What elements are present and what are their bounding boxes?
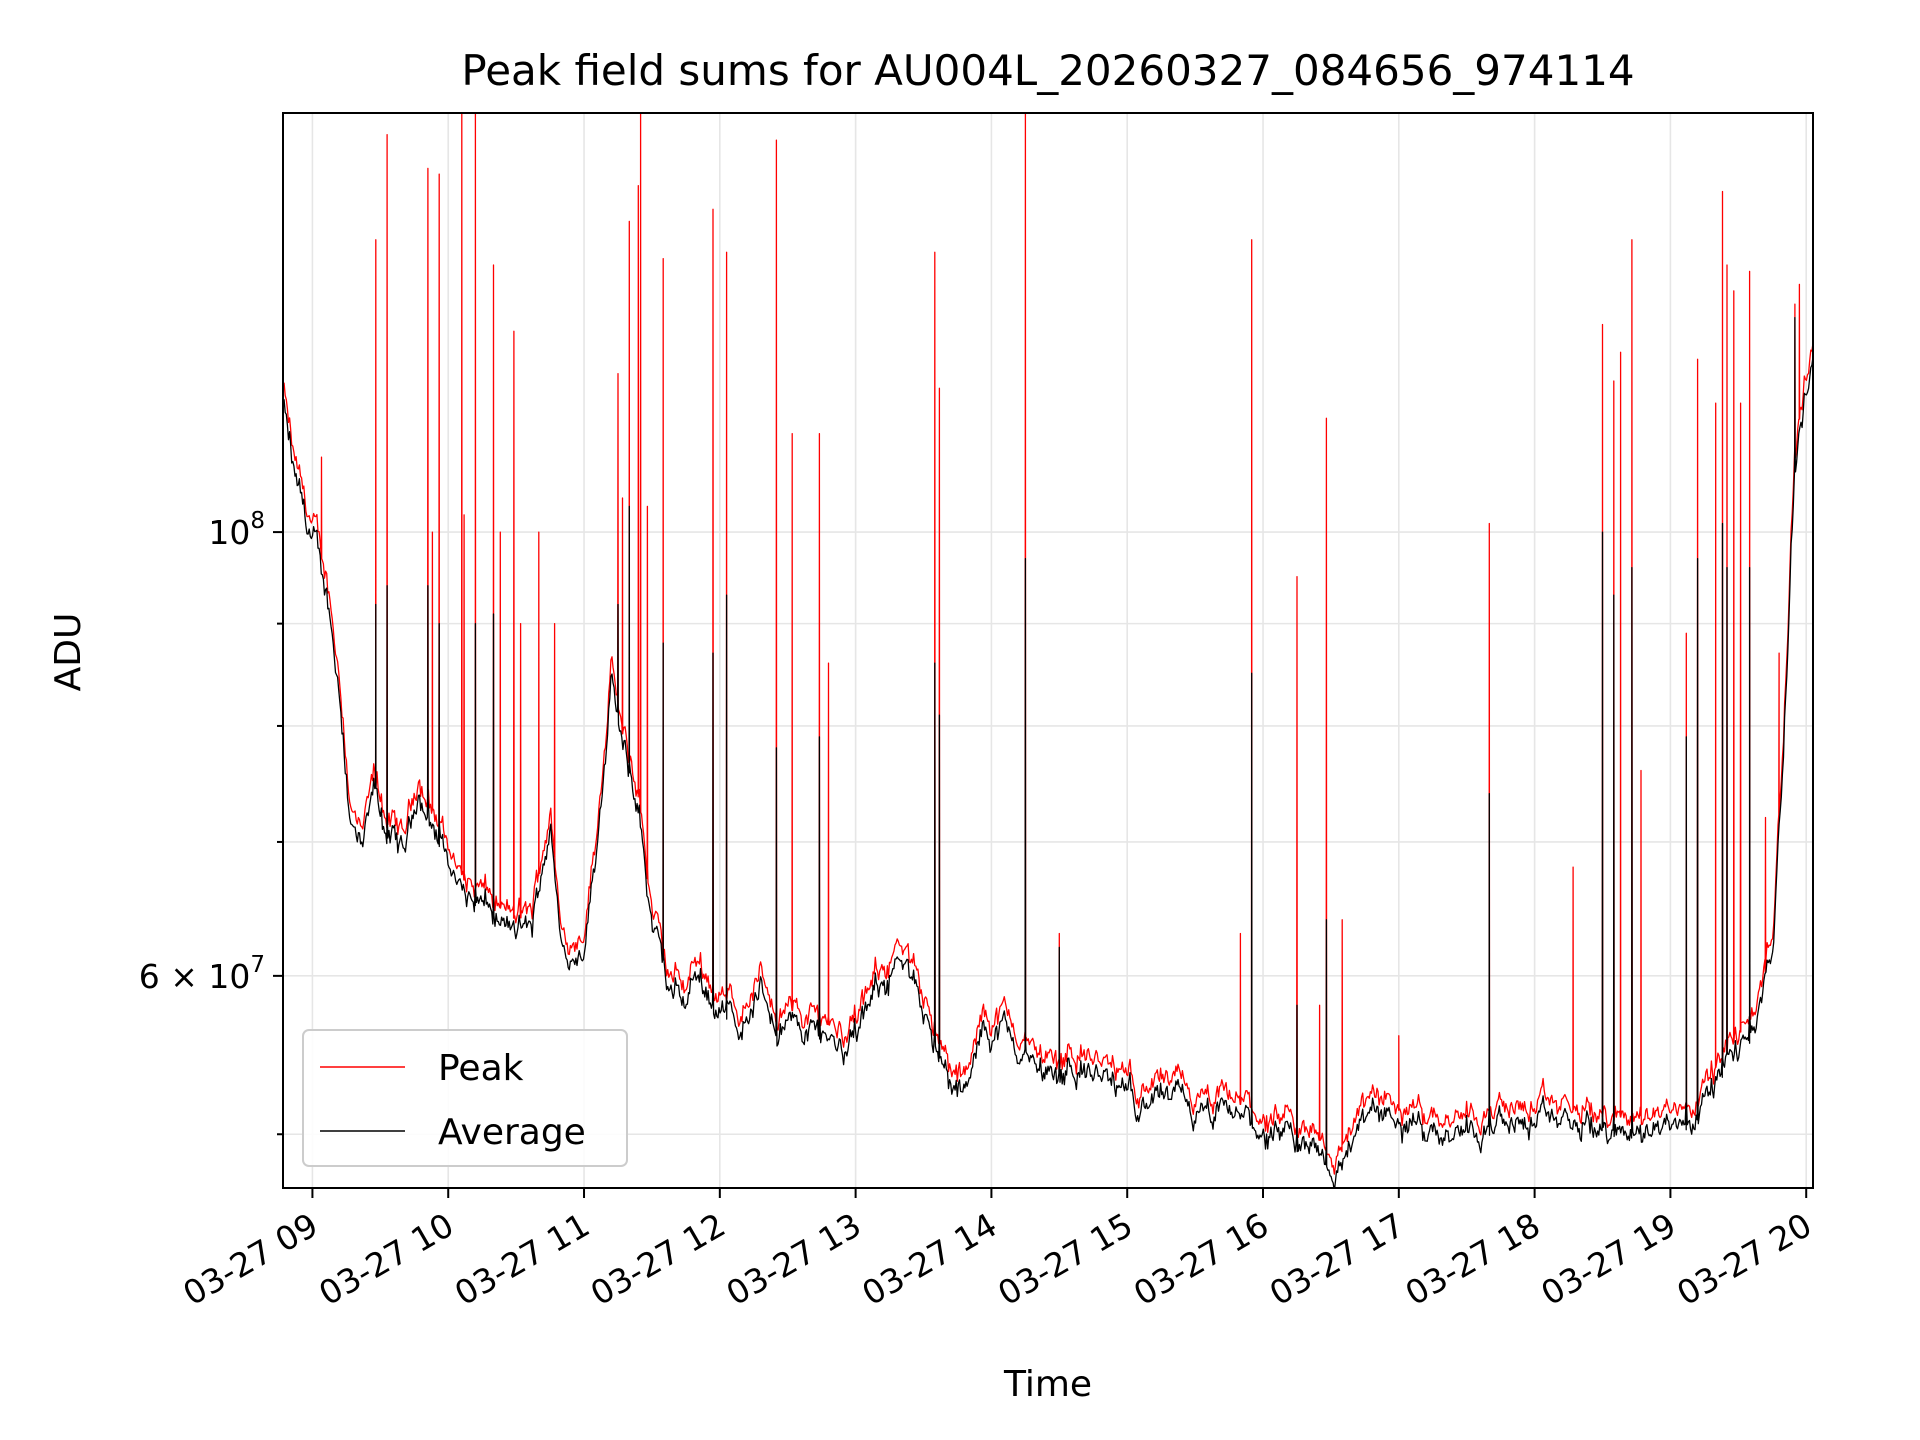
series-peak-line: [283, 113, 1813, 1175]
x-axis-label: Time: [1003, 1364, 1092, 1405]
y-axis-ticks: 6 × 107 108: [139, 508, 283, 1136]
chart-title: Peak field sums for AU004L_20260327_0846…: [461, 46, 1634, 95]
y-tick-label: 108: [208, 508, 265, 552]
legend-average-label: Average: [438, 1112, 586, 1153]
plot-frame: [282, 112, 1814, 1189]
legend-box: [302, 1029, 628, 1167]
grid: [283, 113, 1813, 1188]
legend: Peak Average: [302, 1029, 628, 1167]
y-axis-label: ADU: [48, 613, 89, 692]
y-tick-label: 6 × 107: [139, 952, 265, 996]
legend-peak-label: Peak: [438, 1048, 524, 1089]
series-area: [283, 113, 1813, 1188]
series-average-line: [283, 316, 1813, 1188]
